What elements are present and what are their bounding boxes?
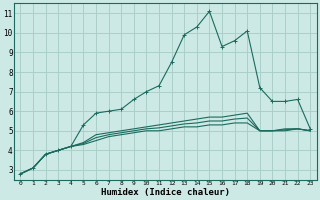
X-axis label: Humidex (Indice chaleur): Humidex (Indice chaleur)	[101, 188, 230, 197]
